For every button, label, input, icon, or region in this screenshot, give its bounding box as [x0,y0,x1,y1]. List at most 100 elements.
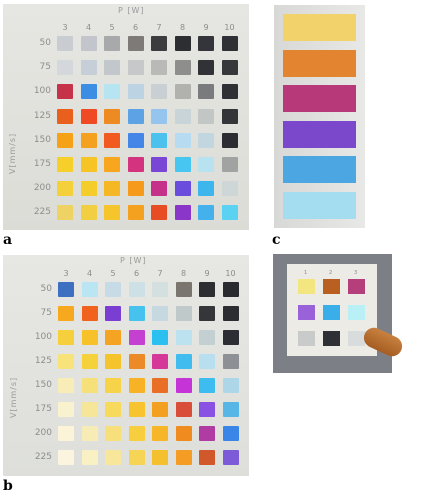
power-tick: 4 [86,269,93,278]
color-swatch [151,84,167,100]
color-swatch [105,450,121,465]
panel-b-photo: P [W] V[mm/s] 3 4 5 6 7 8 9 10 50 75 100 125 150 175… [3,255,249,476]
color-swatch [105,378,121,393]
color-swatch [105,354,121,369]
velocity-row-label: 175 [33,159,51,169]
color-swatch [104,157,120,172]
color-swatch [58,306,74,321]
color-swatch [222,354,239,369]
color-swatch [152,378,168,393]
color-swatch [175,354,192,369]
power-tick: 10 [224,23,235,32]
color-swatch [199,402,215,417]
color-strip [283,85,356,113]
color-strip [283,49,356,77]
velocity-row-label: 100 [34,332,52,342]
color-swatch [58,426,74,441]
power-axis-label: P [W] [118,6,145,15]
color-swatch [127,157,144,172]
color-swatch [127,132,144,148]
color-swatch [175,378,192,393]
color-swatch [105,426,121,441]
velocity-row-label: 200 [33,183,51,194]
color-swatch [222,450,239,465]
color-swatch [128,306,145,321]
card-swatch [323,305,340,320]
card-swatch [298,279,315,294]
panel-a-photo: P [W] V[mm/s] 3 4 5 6 7 8 9 10 50 75 100 125 150 175… [3,4,249,230]
color-swatch [127,84,144,100]
velocity-row-label: 225 [34,452,52,462]
color-swatch [128,402,145,417]
velocity-row-label: 75 [39,62,51,73]
color-swatch [80,205,97,221]
color-swatch [151,60,167,76]
color-swatch [80,60,97,76]
panel-a-letter: a [3,232,13,248]
power-tick: 6 [132,23,139,32]
velocity-row-label: 200 [34,428,52,438]
panel-b-letter: b [3,478,13,494]
power-tick: 3 [62,23,68,32]
color-swatch [81,306,98,321]
color-swatch [199,306,215,321]
color-swatch [127,205,144,221]
color-swatch [221,60,238,76]
velocity-row-label: 225 [33,207,51,218]
color-swatch [58,330,74,345]
color-swatch [152,402,168,417]
velocity-row-label: 50 [40,284,52,294]
color-swatch [80,36,97,51]
card-swatch [323,279,340,294]
color-swatch [198,132,214,148]
color-strip [283,192,356,219]
color-swatch [127,181,144,197]
color-swatch [57,108,73,124]
velocity-row-label: 50 [39,38,51,48]
power-tick: 3 [63,269,69,278]
color-swatch [128,282,145,297]
card-tick: 1 [304,270,308,276]
color-swatch [175,282,192,297]
color-swatch [174,157,191,172]
color-swatch [80,181,97,197]
color-swatch [175,402,192,417]
power-tick: 5 [109,23,115,32]
color-swatch [199,282,215,297]
power-tick: 7 [157,269,163,278]
color-swatch [81,330,98,345]
power-tick: 8 [180,269,187,278]
velocity-row-label: 125 [34,356,52,366]
power-tick: 10 [225,269,236,278]
color-swatch [104,132,120,148]
velocity-axis-label: V[mm/s] [8,132,17,174]
color-swatch [151,181,167,197]
color-swatch [57,132,73,148]
color-swatch [175,426,192,441]
power-tick: 4 [85,23,92,32]
color-swatch [198,205,214,221]
panel-c-photo [274,5,365,228]
color-swatch [152,426,168,441]
color-swatch [128,450,145,465]
color-strip [283,156,356,184]
velocity-row-label: 125 [33,110,51,121]
color-swatch [222,378,239,393]
power-tick: 8 [179,23,186,32]
color-swatch [174,132,191,148]
color-swatch [58,282,74,297]
color-swatch [199,450,215,465]
color-swatch [105,282,121,297]
color-swatch [198,84,214,100]
color-swatch [105,402,121,417]
color-swatch [58,402,74,417]
color-swatch [127,108,144,124]
color-swatch [151,205,167,221]
color-swatch [58,378,74,393]
color-swatch [175,306,192,321]
power-tick: 9 [203,23,209,32]
power-tick: 7 [156,23,162,32]
color-swatch [152,450,168,465]
card-tick: 3 [354,270,358,276]
color-swatch [80,108,97,124]
